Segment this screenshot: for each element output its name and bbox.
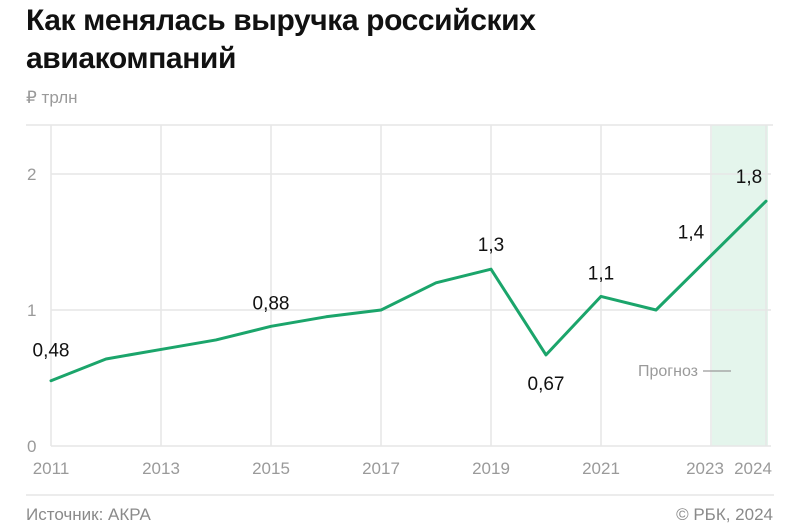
y-tick-label: 2	[27, 165, 36, 184]
x-tick-label: 2015	[252, 459, 290, 478]
forecast-band	[712, 125, 768, 446]
forecast-label: Прогноз	[638, 363, 698, 380]
x-tick-label: 2011	[33, 459, 70, 478]
y-axis-ticks: 0 1 2	[27, 165, 36, 456]
x-tick-label: 2024	[734, 459, 772, 478]
unit-label: ₽ трлн	[26, 88, 78, 107]
data-label: 1,3	[478, 235, 504, 256]
data-labels: 0,48 0,88 1,3 0,67 1,1 1,4 1,8	[33, 167, 763, 395]
x-tick-label: 2021	[582, 459, 620, 478]
forecast-annotation: Прогноз	[638, 363, 731, 380]
x-tick-label: 2023	[686, 459, 724, 478]
forecast-band-rect	[712, 125, 768, 446]
y-tick-label: 0	[27, 437, 36, 456]
data-label: 0,67	[528, 374, 565, 395]
data-label: 1,1	[588, 263, 614, 284]
grid-lines	[50, 125, 771, 447]
revenue-polyline	[49, 199, 768, 383]
chart-title: Как менялась выручка российских авиакомп…	[26, 4, 536, 75]
x-tick-label: 2019	[472, 459, 510, 478]
data-label: 0,88	[253, 293, 290, 314]
x-axis-ticks: 2011 2013 2015 2017 2019 2021 2023 2024	[33, 459, 772, 478]
x-tick-label: 2013	[142, 459, 180, 478]
copyright-label: © РБК, 2024	[676, 505, 773, 524]
data-label: 1,8	[736, 167, 762, 188]
x-tick-label: 2017	[362, 459, 400, 478]
source-label: Источник: АКРА	[26, 505, 151, 524]
data-label: 0,48	[33, 341, 70, 362]
revenue-line	[49, 199, 768, 383]
y-tick-label: 1	[27, 301, 36, 320]
data-label: 1,4	[678, 223, 705, 244]
